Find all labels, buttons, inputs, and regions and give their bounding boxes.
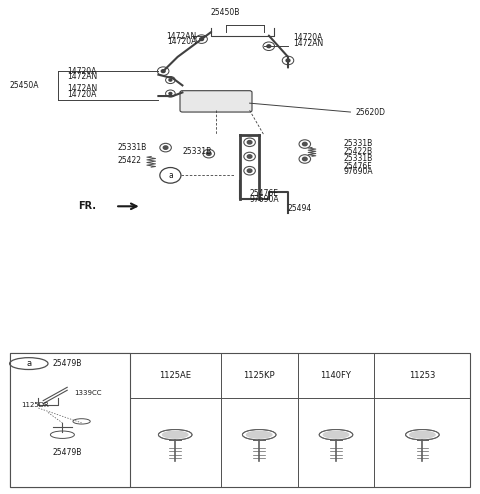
Text: 1125DR: 1125DR xyxy=(22,402,49,408)
Circle shape xyxy=(206,152,211,155)
Circle shape xyxy=(247,169,252,172)
Text: 1339CC: 1339CC xyxy=(74,390,102,396)
Text: 25620D: 25620D xyxy=(355,108,385,117)
Text: 25331B: 25331B xyxy=(182,147,212,157)
Text: 25476F: 25476F xyxy=(343,162,372,170)
Text: FR.: FR. xyxy=(78,201,96,211)
Circle shape xyxy=(169,79,172,81)
Circle shape xyxy=(286,59,290,62)
Text: 14720A: 14720A xyxy=(67,90,96,99)
Text: 97690A: 97690A xyxy=(343,167,373,176)
Circle shape xyxy=(247,141,252,144)
Text: 1125KP: 1125KP xyxy=(243,371,275,380)
Text: 14720A: 14720A xyxy=(67,67,96,76)
Text: 1125AE: 1125AE xyxy=(159,371,191,380)
Text: 14720A: 14720A xyxy=(168,38,197,46)
Circle shape xyxy=(161,70,165,73)
Text: 25476E: 25476E xyxy=(250,189,278,199)
Text: 25331B: 25331B xyxy=(118,143,147,152)
Text: a: a xyxy=(168,171,173,180)
Text: 1472AN: 1472AN xyxy=(67,72,97,82)
Text: 25450A: 25450A xyxy=(10,81,39,90)
Bar xyxy=(10,353,130,487)
Text: 25331B: 25331B xyxy=(343,155,372,164)
Text: 25479B: 25479B xyxy=(52,448,82,457)
Circle shape xyxy=(163,146,168,149)
FancyBboxPatch shape xyxy=(180,91,252,112)
Text: 1472AN: 1472AN xyxy=(167,32,197,41)
Circle shape xyxy=(247,155,252,158)
Circle shape xyxy=(302,157,307,161)
Text: 1472AN: 1472AN xyxy=(67,84,97,93)
Circle shape xyxy=(409,431,436,439)
Text: 14720A: 14720A xyxy=(293,33,322,42)
Circle shape xyxy=(323,431,349,439)
Text: 25479B: 25479B xyxy=(52,359,82,368)
Circle shape xyxy=(302,142,307,146)
Text: 1472AN: 1472AN xyxy=(293,39,323,47)
Circle shape xyxy=(200,38,204,41)
Circle shape xyxy=(246,431,273,439)
Text: 97690A: 97690A xyxy=(250,195,279,204)
Text: 25422B: 25422B xyxy=(343,147,372,157)
Text: 1140FY: 1140FY xyxy=(321,371,351,380)
Text: 11253: 11253 xyxy=(409,371,435,380)
Text: 25422: 25422 xyxy=(118,156,142,165)
Circle shape xyxy=(267,45,271,47)
Text: 25331B: 25331B xyxy=(343,139,372,148)
Text: 25494: 25494 xyxy=(288,204,312,212)
Text: a: a xyxy=(26,359,31,368)
Circle shape xyxy=(162,431,189,439)
Circle shape xyxy=(169,92,172,95)
Text: 25450B: 25450B xyxy=(211,8,240,17)
